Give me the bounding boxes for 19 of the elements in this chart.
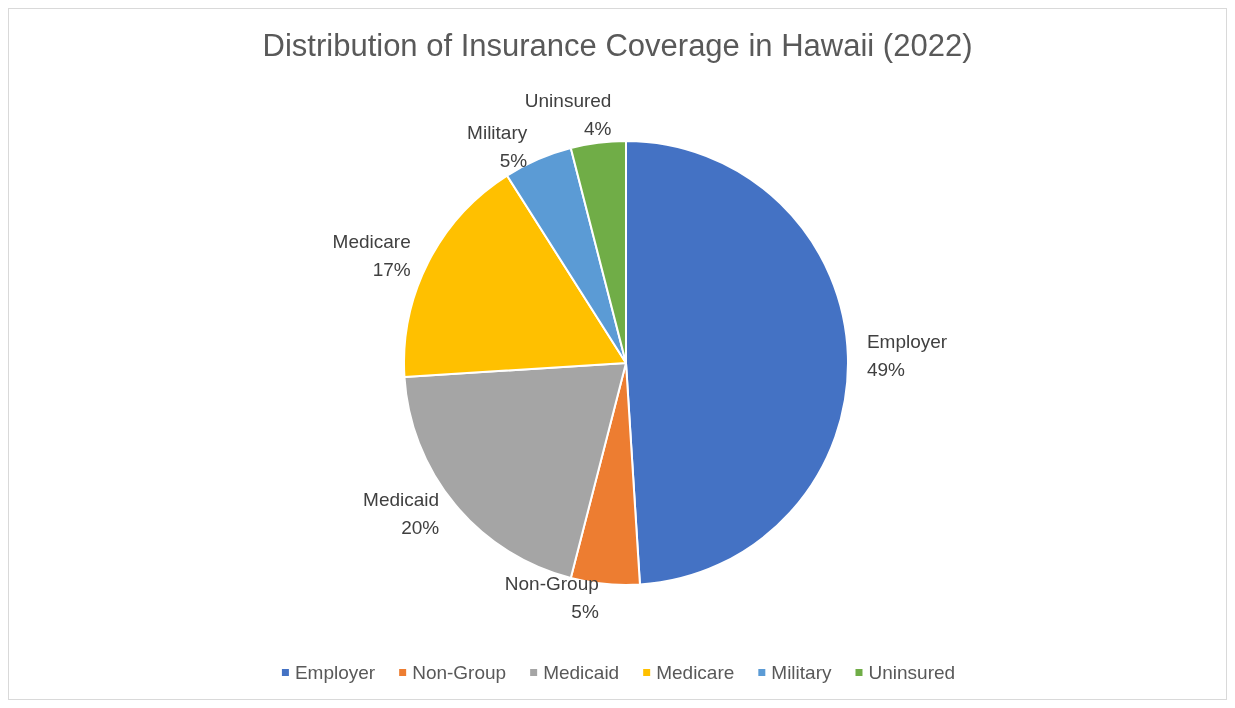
slice-label: Uninsured xyxy=(524,90,612,112)
legend-label: Military xyxy=(771,662,832,683)
data-label: 4% xyxy=(583,118,612,140)
data-label: 20% xyxy=(401,516,440,538)
data-label: 5% xyxy=(499,149,528,171)
slice-label: Employer xyxy=(866,331,948,353)
legend-label: Medicaid xyxy=(543,662,620,683)
legend-label: Non-Group xyxy=(412,662,507,683)
slice-label: Medicaid xyxy=(363,488,440,510)
legend-label: Medicare xyxy=(656,662,735,683)
chart-title: Distribution of Insurance Coverage in Hawaii (2022) xyxy=(262,28,973,63)
slice-label: Medicare xyxy=(332,231,411,253)
legend-label: Employer xyxy=(294,662,376,683)
data-label: 17% xyxy=(372,259,411,281)
legend-label: Uninsured xyxy=(868,662,956,683)
slice-label: Military xyxy=(467,121,528,143)
slice-label: Non-Group xyxy=(504,573,599,595)
data-label: 5% xyxy=(571,601,599,623)
data-label: 49% xyxy=(866,359,906,381)
